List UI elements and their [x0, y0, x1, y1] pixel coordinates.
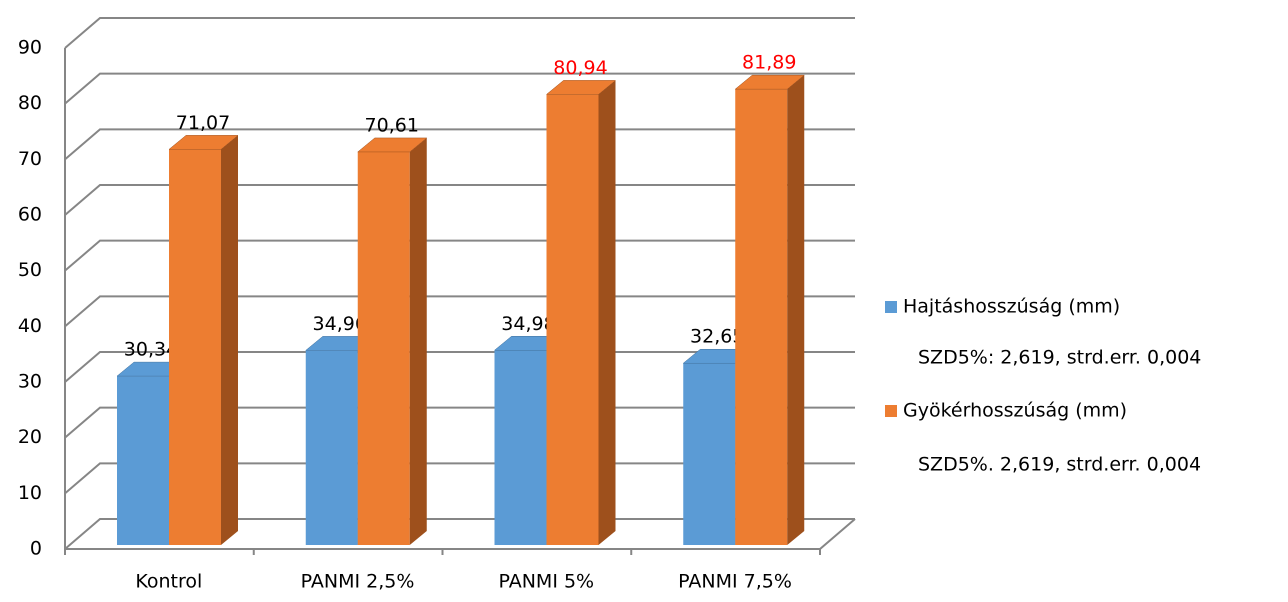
x-tick-label: PANMI 5% [498, 571, 594, 593]
legend-label: Hajtáshosszúság (mm) [903, 296, 1120, 318]
legend-swatch [885, 405, 897, 417]
y-tick-label: 30 [18, 371, 42, 393]
bar-top [734, 74, 805, 90]
value-label: 71,07 [176, 112, 230, 134]
value-label: 34,98 [501, 313, 555, 335]
legend-label: Gyökérhosszúság (mm) [903, 400, 1127, 422]
y-tick-label: 0 [30, 538, 42, 560]
value-label: 34,96 [313, 313, 367, 335]
x-tick-label: PANMI 7,5% [678, 571, 792, 593]
value-label: 30,34 [124, 339, 178, 361]
y-tick-label: 90 [18, 37, 42, 59]
value-label: 80,94 [553, 57, 607, 79]
bar [546, 94, 599, 546]
y-tick-label: 50 [18, 259, 42, 281]
bar [169, 149, 221, 545]
legend-swatch [885, 301, 897, 313]
bar [683, 363, 736, 545]
bar-side [787, 75, 805, 546]
bar-top [357, 137, 428, 153]
value-label: 70,61 [365, 114, 419, 136]
bar-top [545, 80, 617, 95]
y-tick-label: 20 [18, 426, 42, 448]
bar [117, 376, 169, 545]
y-tick-label: 80 [18, 92, 42, 114]
annotation: SZD5%. 2,619, strd.err. 0,004 [918, 454, 1201, 476]
x-tick-label: Kontrol [135, 571, 202, 593]
bar-top [168, 135, 239, 150]
value-label: 81,89 [742, 52, 796, 74]
value-label: 32,65 [690, 326, 744, 348]
grid-line [64, 72, 855, 105]
bar-side [598, 80, 616, 546]
y-tick-label: 10 [18, 482, 42, 504]
bar [494, 350, 547, 545]
bar [305, 350, 358, 545]
grid-line [64, 17, 855, 49]
y-tick-label: 70 [18, 148, 42, 170]
bar-side [409, 137, 427, 545]
bar-side [221, 135, 238, 545]
bar [735, 89, 788, 546]
annotation: SZD5%: 2,619, strd.err. 0,004 [918, 347, 1201, 369]
x-tick-label: PANMI 2,5% [301, 571, 415, 593]
y-tick-label: 40 [18, 315, 42, 337]
bar [357, 151, 410, 545]
y-tick-label: 60 [18, 204, 42, 226]
